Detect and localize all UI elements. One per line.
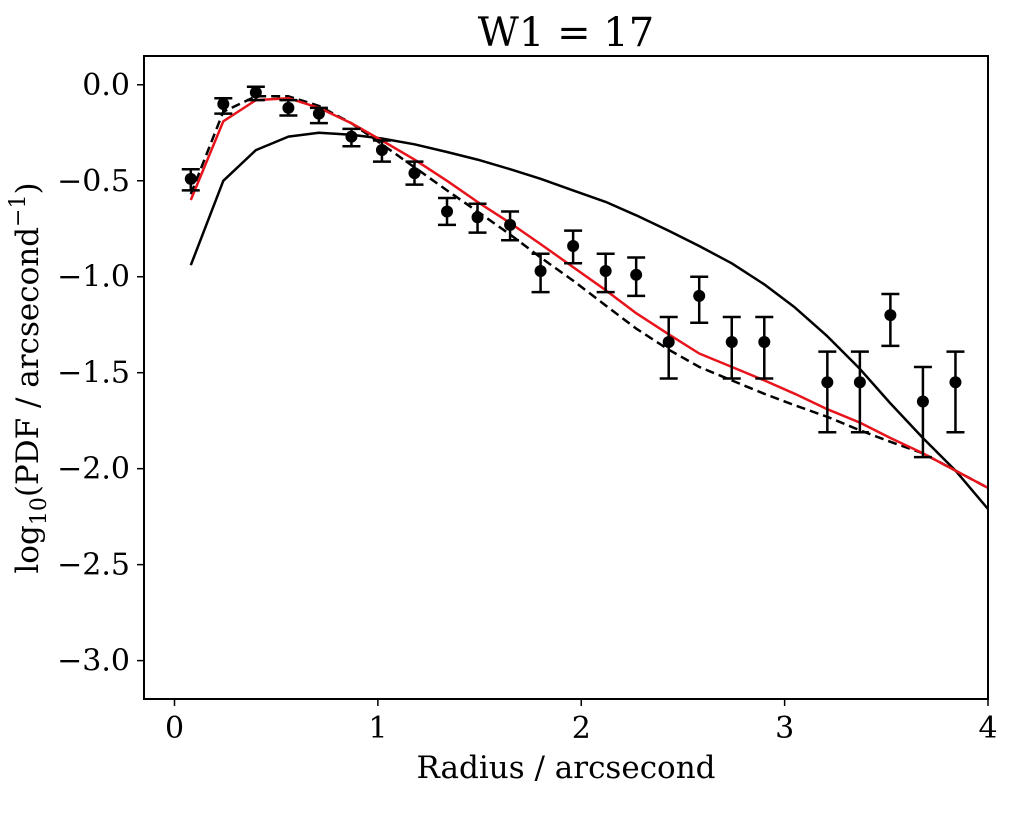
y-tick-label: −1.0 [57, 260, 130, 295]
data-point [949, 376, 962, 389]
data-point [408, 167, 421, 180]
y-label-main: (PDF / arcsecond [10, 227, 46, 497]
x-axis: 0 1 2 3 4 [165, 699, 998, 746]
data-point [599, 264, 612, 277]
y-tick-label: −0.5 [57, 164, 130, 199]
x-axis-label: Radius / arcsecond [416, 750, 715, 786]
y-axis-label: log10(PDF / arcsecond−1) [6, 182, 52, 573]
data-point [441, 205, 454, 218]
plot-frame [143, 55, 989, 700]
data-point [916, 395, 929, 408]
y-tick-label: −3.0 [57, 644, 130, 679]
data-point [375, 144, 388, 157]
x-tick-label: 1 [368, 711, 387, 746]
x-tick-label: 3 [775, 711, 794, 746]
plot-area [143, 55, 989, 700]
data-point [725, 335, 738, 348]
y-label-sub: 10 [27, 497, 52, 525]
model-line-red [189, 96, 988, 490]
data-point [567, 240, 580, 253]
model-line-dashed [189, 95, 988, 490]
y-label-log: log [10, 525, 46, 573]
y-label-close: ) [10, 182, 46, 194]
data-point [884, 309, 897, 322]
model-line-solid [189, 131, 988, 510]
data-point [184, 172, 197, 185]
data-point [662, 335, 675, 348]
y-tick-label: 0.0 [82, 68, 130, 103]
data-point [345, 130, 358, 143]
y-tick-label: −2.0 [57, 452, 130, 487]
data-point [758, 335, 771, 348]
data-point [217, 97, 230, 110]
data-point [534, 264, 547, 277]
data-point [504, 218, 517, 231]
data-point [312, 107, 325, 120]
x-tick-label: 0 [165, 711, 184, 746]
data-point [471, 211, 484, 224]
data-point [853, 376, 866, 389]
data-point [282, 101, 295, 114]
data-point [249, 86, 262, 99]
y-label-sup: −1 [6, 195, 31, 227]
x-tick-label: 2 [572, 711, 591, 746]
errorbar-series [181, 85, 965, 459]
y-tick-label: −2.5 [57, 548, 130, 583]
y-tick-label: −1.5 [57, 356, 130, 391]
data-point [693, 289, 706, 302]
chart-title: W1 = 17 [478, 10, 654, 56]
data-point [821, 376, 834, 389]
y-axis: 0.0 −0.5 −1.0 −1.5 −2.0 −2.5 −3.0 [57, 68, 144, 679]
x-tick-label: 4 [978, 711, 997, 746]
data-point [630, 268, 643, 281]
